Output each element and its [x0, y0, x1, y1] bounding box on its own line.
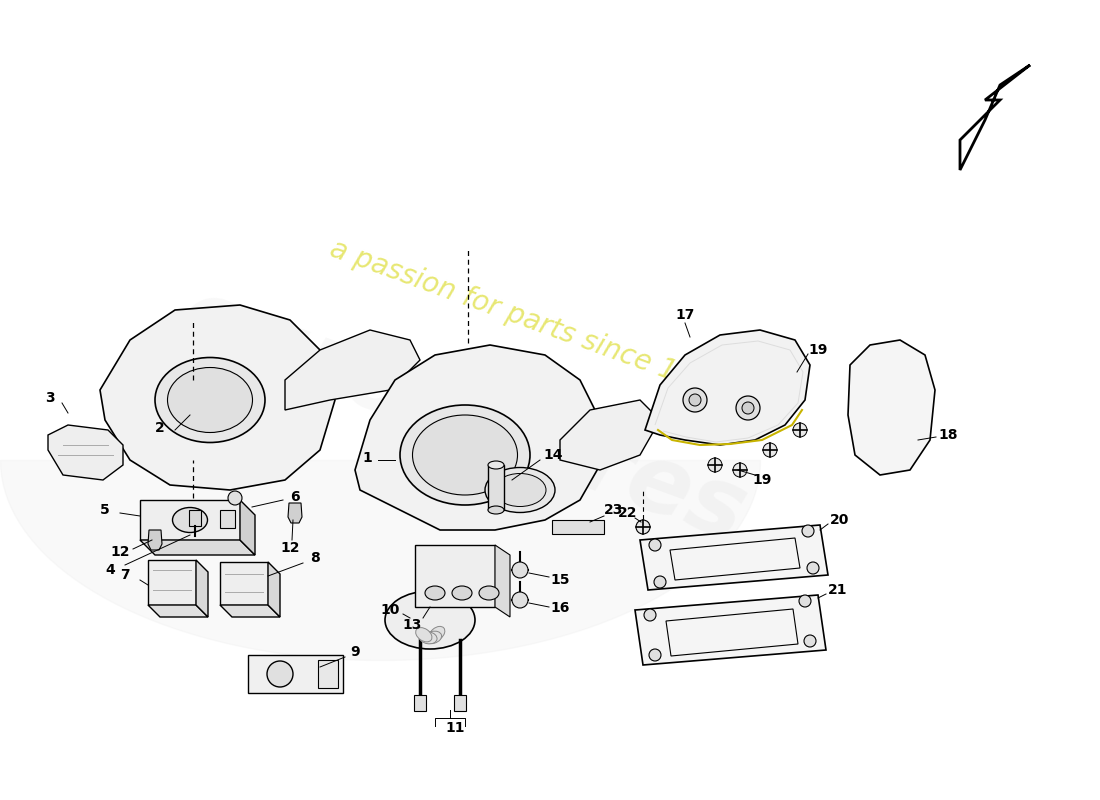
- Bar: [552, 520, 604, 534]
- Polygon shape: [48, 425, 123, 480]
- Circle shape: [644, 609, 656, 621]
- Circle shape: [733, 463, 747, 477]
- Circle shape: [742, 402, 754, 414]
- Polygon shape: [196, 560, 208, 617]
- Text: 6: 6: [290, 490, 300, 504]
- Polygon shape: [848, 340, 935, 475]
- Text: 12: 12: [280, 541, 299, 555]
- Ellipse shape: [424, 631, 441, 644]
- Polygon shape: [240, 500, 255, 555]
- Polygon shape: [640, 525, 828, 590]
- Circle shape: [654, 576, 666, 588]
- Polygon shape: [635, 595, 826, 665]
- Text: 22: 22: [618, 506, 638, 520]
- Ellipse shape: [485, 467, 556, 513]
- Bar: [454, 695, 466, 711]
- Circle shape: [649, 649, 661, 661]
- Text: 8: 8: [310, 551, 320, 565]
- Ellipse shape: [155, 358, 265, 442]
- Polygon shape: [268, 562, 280, 617]
- Text: 11: 11: [446, 721, 464, 735]
- Text: 18: 18: [938, 428, 958, 442]
- Ellipse shape: [385, 591, 475, 649]
- Circle shape: [807, 562, 820, 574]
- Polygon shape: [148, 605, 208, 617]
- Polygon shape: [140, 500, 240, 540]
- Ellipse shape: [400, 405, 530, 505]
- Ellipse shape: [429, 626, 444, 641]
- Text: 20: 20: [830, 513, 849, 527]
- Ellipse shape: [173, 507, 208, 533]
- Text: 9: 9: [350, 645, 360, 659]
- Bar: [318, 660, 338, 688]
- FancyBboxPatch shape: [248, 655, 343, 693]
- Circle shape: [802, 525, 814, 537]
- FancyBboxPatch shape: [415, 545, 495, 607]
- Text: 17: 17: [675, 308, 695, 322]
- Text: 1: 1: [362, 451, 372, 465]
- Polygon shape: [220, 605, 280, 617]
- Bar: [414, 695, 426, 711]
- Text: 21: 21: [828, 583, 848, 597]
- Ellipse shape: [488, 506, 504, 514]
- Circle shape: [512, 562, 528, 578]
- Circle shape: [799, 595, 811, 607]
- Text: a passion for parts since 1985: a passion for parts since 1985: [326, 235, 730, 405]
- Polygon shape: [148, 530, 162, 550]
- Polygon shape: [288, 503, 302, 523]
- Ellipse shape: [425, 586, 446, 600]
- Circle shape: [683, 388, 707, 412]
- Ellipse shape: [416, 628, 432, 642]
- Text: 3: 3: [45, 391, 55, 405]
- Circle shape: [736, 396, 760, 420]
- Text: 12: 12: [110, 545, 130, 559]
- Text: 10: 10: [381, 603, 399, 617]
- Ellipse shape: [412, 415, 517, 495]
- Circle shape: [708, 458, 722, 472]
- Circle shape: [649, 539, 661, 551]
- Text: 13: 13: [403, 618, 421, 632]
- Circle shape: [267, 661, 293, 687]
- Ellipse shape: [167, 367, 253, 433]
- Circle shape: [793, 423, 807, 437]
- Ellipse shape: [488, 461, 504, 469]
- Text: 2: 2: [155, 421, 165, 435]
- Polygon shape: [140, 540, 255, 555]
- Text: 19: 19: [808, 343, 827, 357]
- Bar: [189, 510, 201, 526]
- Text: 7: 7: [120, 568, 130, 582]
- Circle shape: [636, 520, 650, 534]
- Polygon shape: [355, 345, 600, 530]
- Bar: [488, 465, 504, 510]
- Polygon shape: [100, 305, 336, 490]
- Text: 14: 14: [543, 448, 563, 462]
- Text: 5: 5: [100, 503, 110, 517]
- Bar: [220, 510, 235, 528]
- Ellipse shape: [419, 632, 437, 644]
- Polygon shape: [148, 560, 196, 605]
- Ellipse shape: [452, 586, 472, 600]
- Text: 15: 15: [550, 573, 570, 587]
- Text: 23: 23: [604, 503, 624, 517]
- Polygon shape: [220, 562, 268, 605]
- Polygon shape: [495, 545, 510, 617]
- Circle shape: [763, 443, 777, 457]
- Text: 16: 16: [550, 601, 570, 615]
- Ellipse shape: [494, 474, 546, 506]
- Polygon shape: [645, 330, 810, 445]
- Circle shape: [804, 635, 816, 647]
- Text: 4: 4: [106, 563, 114, 577]
- Circle shape: [228, 491, 242, 505]
- Text: eurospares: eurospares: [165, 270, 759, 562]
- Circle shape: [689, 394, 701, 406]
- Circle shape: [512, 592, 528, 608]
- Polygon shape: [285, 330, 420, 410]
- Ellipse shape: [478, 586, 499, 600]
- Text: 19: 19: [752, 473, 772, 487]
- Polygon shape: [960, 65, 1030, 170]
- Polygon shape: [560, 400, 660, 470]
